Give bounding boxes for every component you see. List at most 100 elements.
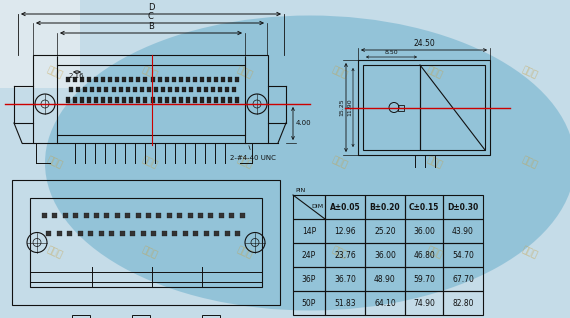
- Text: 11.90: 11.90: [347, 99, 352, 116]
- Text: 鹦鹉子: 鹦鹉子: [46, 245, 64, 260]
- Text: D: D: [148, 3, 154, 12]
- Text: 23.76: 23.76: [334, 251, 356, 259]
- Bar: [172, 97, 176, 103]
- Text: 46.80: 46.80: [413, 251, 435, 259]
- Bar: [168, 87, 172, 92]
- Text: 鹦鹉子: 鹦鹉子: [426, 245, 444, 260]
- Text: 59.70: 59.70: [413, 274, 435, 284]
- Bar: [228, 97, 232, 103]
- Bar: [293, 195, 325, 219]
- Text: B: B: [148, 22, 154, 31]
- Bar: [405, 243, 443, 267]
- Bar: [162, 231, 167, 236]
- Bar: [405, 267, 443, 291]
- Bar: [140, 87, 144, 92]
- Bar: [150, 77, 154, 82]
- Bar: [115, 77, 119, 82]
- Bar: [358, 60, 490, 155]
- Bar: [235, 231, 241, 236]
- Bar: [363, 65, 420, 150]
- Bar: [365, 267, 405, 291]
- Bar: [46, 231, 51, 236]
- Ellipse shape: [45, 16, 570, 310]
- Bar: [63, 213, 68, 218]
- Text: 24.50: 24.50: [413, 39, 435, 48]
- Bar: [172, 77, 176, 82]
- Bar: [172, 231, 177, 236]
- Bar: [225, 231, 230, 236]
- Text: 24P: 24P: [302, 251, 316, 259]
- Text: D±0.30: D±0.30: [447, 203, 479, 211]
- Text: 鹦鹉子: 鹦鹉子: [141, 245, 159, 260]
- Text: C±0.15: C±0.15: [409, 203, 439, 211]
- Bar: [405, 291, 443, 315]
- Text: 67.70: 67.70: [452, 274, 474, 284]
- Bar: [73, 213, 78, 218]
- Bar: [73, 77, 77, 82]
- Bar: [104, 87, 108, 92]
- Bar: [293, 267, 325, 291]
- Bar: [126, 87, 130, 92]
- Bar: [325, 195, 365, 219]
- Bar: [84, 213, 88, 218]
- Text: 36.00: 36.00: [413, 226, 435, 236]
- Text: 鹦鹉子: 鹦鹉子: [141, 66, 159, 80]
- Bar: [115, 213, 120, 218]
- Bar: [207, 97, 211, 103]
- Bar: [67, 231, 72, 236]
- Bar: [178, 97, 182, 103]
- Text: 51.83: 51.83: [334, 299, 356, 308]
- Text: 8.50: 8.50: [385, 50, 398, 55]
- Bar: [108, 97, 112, 103]
- Bar: [209, 213, 213, 218]
- Bar: [129, 97, 133, 103]
- Bar: [73, 97, 77, 103]
- Bar: [136, 77, 140, 82]
- Text: 鹦鹉子: 鹦鹉子: [521, 245, 539, 260]
- Text: 36.70: 36.70: [334, 274, 356, 284]
- Bar: [97, 87, 101, 92]
- Bar: [69, 87, 73, 92]
- Text: PIN: PIN: [295, 188, 306, 193]
- Bar: [325, 219, 365, 243]
- Bar: [80, 77, 84, 82]
- Bar: [443, 291, 483, 315]
- Bar: [109, 231, 114, 236]
- Text: 12.96: 12.96: [334, 226, 356, 236]
- Bar: [167, 213, 172, 218]
- Bar: [132, 315, 150, 318]
- Bar: [186, 77, 190, 82]
- Bar: [202, 315, 220, 318]
- Bar: [150, 97, 154, 103]
- Bar: [443, 267, 483, 291]
- Bar: [136, 97, 140, 103]
- Bar: [443, 243, 483, 267]
- Bar: [157, 77, 161, 82]
- Bar: [200, 77, 204, 82]
- Bar: [178, 77, 182, 82]
- Text: 鹦鹉子: 鹦鹉子: [236, 156, 254, 170]
- Bar: [200, 97, 204, 103]
- Text: B±0.20: B±0.20: [370, 203, 400, 211]
- Bar: [405, 195, 443, 219]
- Bar: [94, 77, 98, 82]
- Bar: [94, 97, 98, 103]
- Bar: [123, 97, 127, 103]
- Bar: [52, 213, 58, 218]
- Bar: [229, 213, 234, 218]
- Text: 82.80: 82.80: [452, 299, 474, 308]
- Bar: [120, 231, 125, 236]
- Bar: [151, 231, 156, 236]
- Bar: [228, 77, 232, 82]
- Bar: [398, 105, 404, 110]
- Bar: [30, 198, 262, 287]
- Bar: [130, 231, 135, 236]
- Bar: [33, 55, 268, 143]
- Bar: [325, 291, 365, 315]
- Text: 14P: 14P: [302, 226, 316, 236]
- Bar: [99, 231, 104, 236]
- Bar: [189, 87, 193, 92]
- Bar: [198, 213, 203, 218]
- Bar: [136, 213, 141, 218]
- Text: 2.16: 2.16: [69, 73, 84, 79]
